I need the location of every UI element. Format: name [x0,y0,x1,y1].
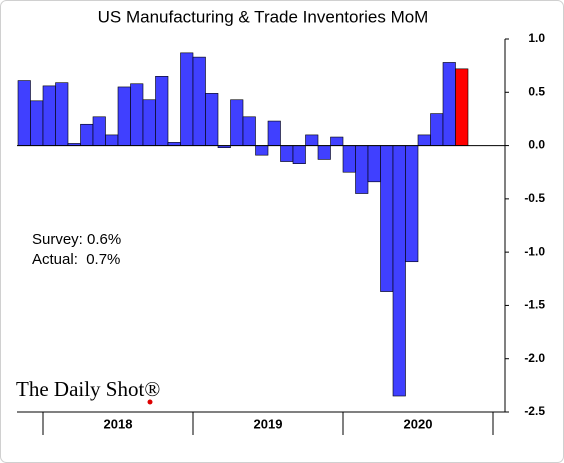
bar [317,145,331,160]
bar [230,99,244,146]
bar [192,56,206,146]
y-tick-label: 0.0 [528,138,545,152]
brand-dot [147,399,153,405]
bar [380,145,394,292]
x-tick-label: 2018 [104,416,133,431]
y-tick-label: 1.0 [528,31,545,45]
y-tick-label: -0.5 [524,191,545,205]
y-tick-label: -2.0 [524,351,545,365]
source: The Daily Shot® [16,377,160,401]
bar [280,145,294,162]
annotation: Actual: 0.7% [32,251,120,268]
x-tick-label: 2020 [404,416,433,431]
y-tick-label: 0.5 [528,84,545,98]
bar [105,134,119,146]
bar [155,76,169,146]
bar [330,136,344,146]
x-tick-label: 2019 [254,416,283,431]
annotation: Survey: 0.6% [32,231,121,248]
chart-title: US Manufacturing & Trade Inventories MoM [98,7,429,26]
bar [42,85,56,146]
bar [355,145,369,194]
bar [367,145,381,183]
bar [17,80,31,146]
bar [305,134,319,146]
bar [242,116,256,146]
bar [117,86,131,146]
bar [292,145,306,164]
bar [205,93,219,146]
bar [342,145,356,173]
y-tick-label: -1.5 [524,298,545,312]
bar [442,62,456,146]
bar [55,82,69,146]
bar [392,145,406,397]
bar [80,123,94,146]
bar [267,120,281,146]
bar [92,116,106,146]
bar [180,52,194,146]
bar [417,134,431,146]
bar [30,100,44,146]
bar [455,68,469,146]
bar [405,145,419,263]
bar [130,83,144,146]
bar [142,99,156,146]
y-tick-label: -1.0 [524,244,545,258]
bar [430,113,444,146]
bar [255,145,269,156]
y-tick-label: -2.5 [524,404,545,418]
